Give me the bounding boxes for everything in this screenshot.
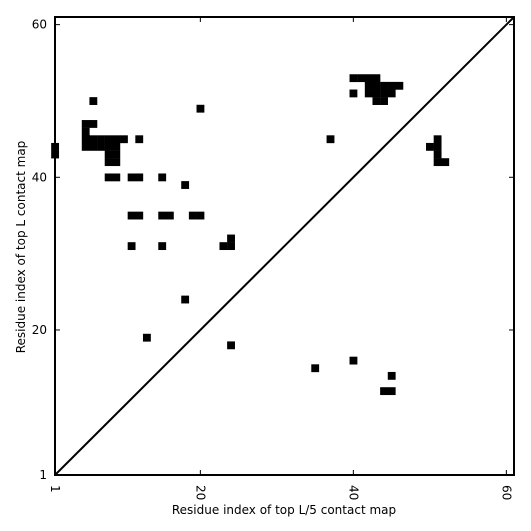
contact-cell-upper-35	[227, 234, 235, 243]
contact-cell-upper-24	[112, 173, 121, 182]
contact-cell-upper-31	[158, 211, 167, 220]
contact-cell-upper-46	[372, 81, 381, 90]
contact-cell-upper-33	[188, 211, 197, 220]
contact-cell-upper-22	[196, 104, 205, 113]
contact-cell-upper-58	[426, 142, 434, 151]
y-tick-label-60: 60	[32, 18, 47, 32]
contact-cell-upper-23	[104, 173, 113, 182]
contact-cells	[51, 74, 450, 396]
contact-cell-upper-42	[357, 74, 366, 83]
contact-cell-upper-6	[81, 135, 90, 144]
contact-cell-upper-29	[127, 211, 136, 220]
contact-cell-upper-5	[81, 127, 90, 136]
contact-cell-upper-62	[441, 158, 450, 167]
contact-cell-upper-30	[135, 211, 144, 220]
contact-cell-upper-40	[326, 135, 335, 144]
x-tick-label-20: 20	[193, 485, 207, 500]
contact-cell-upper-41	[349, 74, 358, 83]
contact-cell-upper-48	[387, 81, 396, 90]
contact-cell-upper-26	[135, 173, 144, 182]
contact-cell-lower-0	[142, 333, 151, 342]
contact-cell-upper-12	[81, 142, 90, 151]
contact-cell-upper-47	[380, 81, 388, 90]
x-tick-label-1: 1	[48, 485, 62, 493]
contact-cell-upper-51	[372, 89, 381, 98]
contact-cell-upper-60	[433, 150, 442, 159]
y-tick-label-40: 40	[32, 170, 47, 184]
contact-cell-upper-55	[372, 97, 381, 105]
contact-cell-upper-21	[135, 135, 144, 144]
contact-cell-lower-5	[387, 371, 396, 380]
contact-cell-upper-61	[433, 158, 442, 167]
axis-ticks: 1 20 40 60 1 20 40 60	[32, 17, 514, 500]
contact-cell-upper-15	[104, 142, 113, 151]
contact-cell-lower-6	[380, 387, 388, 396]
contact-cell-upper-4	[89, 120, 98, 128]
contact-cell-upper-34	[196, 211, 205, 220]
contact-cell-upper-20	[112, 158, 121, 167]
contact-cell-upper-53	[387, 89, 396, 98]
contact-cell-lower-4	[349, 356, 358, 365]
contact-cell-upper-45	[364, 81, 373, 90]
contact-cell-upper-54	[349, 89, 358, 98]
contact-cell-upper-13	[89, 142, 98, 151]
contact-cell-upper-10	[112, 135, 121, 144]
contact-cell-upper-32	[165, 211, 174, 220]
contact-cell-upper-25	[127, 173, 136, 182]
contact-cell-upper-37	[227, 242, 235, 251]
contact-cell-upper-2	[89, 97, 98, 105]
x-tick-label-40: 40	[346, 485, 360, 500]
contact-cell-upper-8	[97, 135, 105, 144]
contact-cell-upper-19	[104, 158, 113, 167]
contact-cell-lower-3	[311, 364, 320, 373]
y-axis-label: Residue index of top L contact map	[14, 141, 28, 354]
y-tick-label-20: 20	[32, 323, 47, 337]
diagonal-line	[54, 16, 515, 476]
contact-cell-upper-39	[158, 242, 167, 251]
contact-cell-upper-59	[433, 142, 442, 151]
contact-cell-upper-16	[112, 142, 121, 151]
contact-cell-upper-7	[89, 135, 98, 144]
contact-cell-upper-27	[158, 173, 167, 182]
contact-cell-upper-57	[433, 135, 442, 144]
contact-cell-upper-11	[120, 135, 128, 144]
contact-cell-upper-49	[395, 81, 404, 90]
contact-cell-upper-28	[181, 181, 190, 189]
contact-cell-lower-2	[227, 341, 235, 350]
x-axis-label: Residue index of top L/5 contact map	[172, 503, 396, 517]
contact-cell-upper-3	[81, 120, 90, 128]
contact-cell-upper-9	[104, 135, 113, 144]
contact-cell-lower-7	[387, 387, 396, 396]
contact-cell-upper-52	[380, 89, 388, 98]
y-tick-label-1: 1	[39, 468, 47, 482]
contact-cell-upper-50	[364, 89, 373, 98]
contact-cell-upper-56	[380, 97, 388, 105]
contact-cell-lower-1	[181, 295, 190, 304]
plot-frame	[54, 16, 515, 476]
contact-cell-upper-36	[219, 242, 228, 251]
contact-cell-upper-43	[364, 74, 373, 83]
contact-cell-upper-18	[112, 150, 121, 159]
contact-cell-upper-38	[127, 242, 136, 251]
contact-cell-upper-17	[104, 150, 113, 159]
contact-cell-upper-44	[372, 74, 381, 83]
contact-cell-upper-14	[97, 142, 105, 151]
x-tick-label-60: 60	[499, 485, 513, 500]
